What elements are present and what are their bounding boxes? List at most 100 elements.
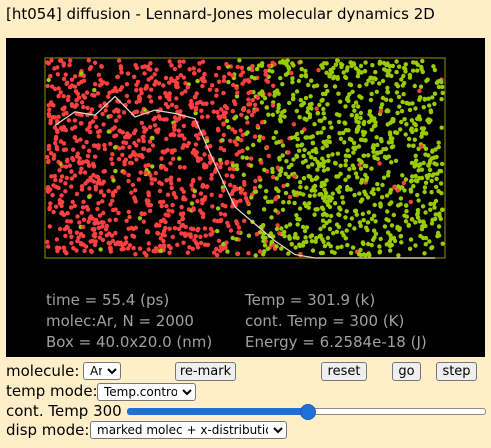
molecule-dot [246,233,252,238]
remark-button[interactable]: re-mark [175,362,236,381]
molecule-dot [438,181,444,186]
molecule-dot [423,152,428,157]
molecule-dot [219,161,224,166]
molecule-dot [76,159,82,165]
step-button[interactable]: step [436,362,477,381]
molecule-dot [189,201,195,206]
molecule-dot [334,174,339,179]
molecule-dot [102,146,108,152]
molecule-dot [63,147,69,152]
molecule-dot [370,63,375,68]
molecule-dot [314,236,319,241]
molecule-dot [345,65,350,70]
molecule-dot [404,100,409,106]
molecule-dot [134,82,139,88]
molecule-dot [307,193,313,198]
molecule-dot [191,122,196,128]
molecule-dot [252,102,258,108]
molecule-dot [321,111,326,116]
molecule-dot [323,190,329,196]
molecule-dot [214,93,219,98]
molecule-dot [177,165,183,170]
molecule-dot [201,75,206,80]
molecule-dot [98,247,103,252]
molecule-dot [63,72,68,77]
molecule-dot [177,59,182,64]
temp-mode-select[interactable]: Temp.control [97,383,196,401]
cont-temp-slider[interactable] [127,404,486,420]
molecule-dot [84,204,90,210]
molecule-dot [428,158,433,163]
molecule-dot [251,142,256,148]
molecule-dot [170,209,175,214]
molecule-dot [66,118,71,123]
molecule-dot [164,167,169,172]
molecule-dot [358,110,364,116]
molecule-dot [248,163,254,168]
molecule-dot [238,128,243,133]
molecule-dot [426,117,431,122]
molecule-dot [156,231,161,236]
molecule-dot [49,58,54,63]
molecule-dot [356,124,361,130]
molecule-dot [221,132,226,138]
molecule-dot [139,120,144,126]
molecule-dot [380,95,386,101]
molecule-dot [286,165,292,170]
molecule-dot [102,142,107,148]
molecule-dot [146,247,151,252]
molecule-dot [355,175,360,180]
molecule-dot [394,69,399,75]
molecule-select[interactable]: Ar [83,362,121,380]
molecule-dot [426,96,431,101]
go-button[interactable]: go [392,362,421,381]
molecule-dot [116,108,121,113]
molecule-dot [360,129,366,134]
molecule-dot [131,245,136,251]
molecule-dot [48,151,54,156]
molecule-dot [140,135,145,140]
disp-mode-select[interactable]: marked molec + x-distribution [90,421,287,439]
molecule-dot [337,113,342,118]
molecule-dot [104,223,110,229]
molecule-dot [98,103,103,109]
molecule-dot [423,235,429,241]
molecule-dot [101,193,107,198]
molecule-dot [388,120,393,125]
molecule-dot [68,219,74,224]
molecule-dot [338,99,343,104]
molecule-dot [372,76,377,81]
molecule-dot [261,223,266,228]
molecule-dot [98,230,104,236]
molecule-dot [388,236,394,241]
molecule-dot [324,61,329,66]
molecule-dot [83,244,89,249]
temperature-readout: Temp = 301.9 (k) [245,291,376,309]
molecule-dot [352,226,357,231]
molecule-dot [255,95,261,101]
molecule-dot [190,246,195,251]
molecule-dot [88,175,93,180]
molecule-dot [68,58,73,63]
molecule-dot [357,94,362,99]
molecule-dot [244,131,249,136]
molecule-dot [294,213,299,218]
molecule-dot [326,134,332,140]
molecule-dot [196,68,202,73]
molecule-dot [366,210,371,215]
molecule-dot [62,105,67,110]
molecule-dot [378,236,383,242]
slider-thumb[interactable] [299,404,316,420]
molecule-dot [312,188,318,193]
molecule-dot [340,230,345,235]
molecule-dot [427,167,433,173]
reset-button[interactable]: reset [321,362,367,381]
molecule-dot [75,214,80,219]
molecule-dot [195,245,201,250]
molecule-dot [361,153,366,158]
molecule-dot [384,68,389,73]
molecule-dot [202,226,208,231]
molecule-dot [274,195,279,200]
molecule-dot [344,209,349,214]
molecule-dot [259,100,265,105]
